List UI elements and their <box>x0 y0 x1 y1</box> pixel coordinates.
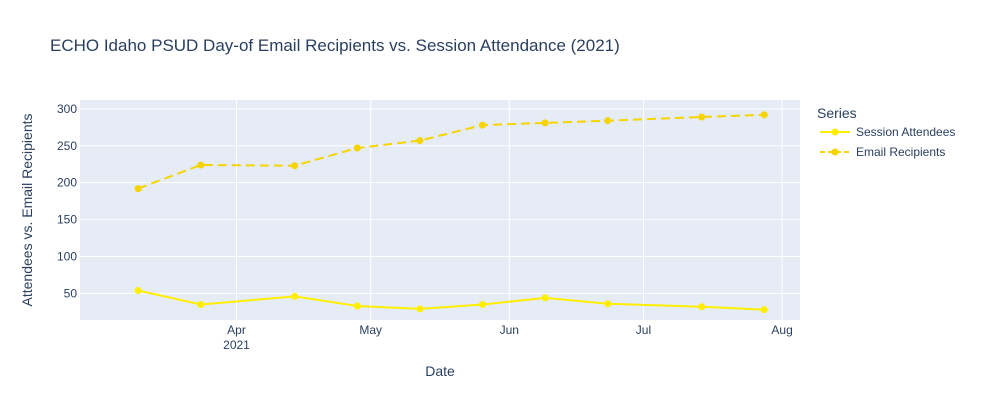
data-point <box>353 144 361 152</box>
data-point <box>353 302 361 310</box>
data-point <box>541 119 549 127</box>
series-0 <box>134 286 768 314</box>
data-point <box>197 300 205 308</box>
legend-label: Email Recipients <box>856 145 945 159</box>
series-layer <box>134 111 768 314</box>
data-point <box>478 300 486 308</box>
y-tick-label: 300 <box>57 102 77 116</box>
y-tick-label: 250 <box>57 139 77 153</box>
plot-background <box>80 100 800 320</box>
data-point <box>416 137 424 145</box>
series-line <box>137 113 765 190</box>
y-axis-ticks: 50 100 150 200 250 300 <box>57 102 77 301</box>
legend-swatch-marker <box>831 148 839 156</box>
data-point <box>698 113 706 121</box>
data-point <box>478 121 486 129</box>
x-tick-label: May <box>359 323 382 337</box>
series-line <box>137 289 765 311</box>
data-point <box>291 162 299 170</box>
data-point <box>698 303 706 311</box>
data-point <box>604 117 612 125</box>
data-point <box>541 294 549 302</box>
legend-title: Series <box>817 105 857 121</box>
chart-title: ECHO Idaho PSUD Day-of Email Recipients … <box>50 36 620 55</box>
data-point <box>134 286 142 294</box>
data-point <box>760 306 768 314</box>
data-point <box>291 292 299 300</box>
legend-item[interactable]: Session Attendees <box>820 125 955 139</box>
x-tick-label: Jul <box>636 323 651 337</box>
legend-item[interactable]: Email Recipients <box>820 145 945 159</box>
y-tick-label: 150 <box>57 213 77 227</box>
data-point <box>197 161 205 169</box>
x-tick-year-label: 2021 <box>223 338 250 352</box>
legend: Series Session Attendees Email Recipients <box>817 105 955 159</box>
y-tick-label: 200 <box>57 176 77 190</box>
data-point <box>760 111 768 119</box>
data-point <box>134 185 142 193</box>
grid-lines <box>80 100 800 320</box>
y-tick-label: 50 <box>64 286 78 300</box>
x-axis-title: Date <box>425 363 455 379</box>
data-point <box>604 300 612 308</box>
legend-label: Session Attendees <box>856 125 955 139</box>
legend-swatch-marker <box>831 128 839 136</box>
x-tick-label: Apr <box>227 323 246 337</box>
data-point <box>416 305 424 313</box>
y-axis-title: Attendees vs. Email Recipients <box>19 114 35 307</box>
x-tick-label: Jun <box>500 323 519 337</box>
series-1 <box>134 111 768 193</box>
x-tick-label: Aug <box>771 323 792 337</box>
y-tick-label: 100 <box>57 250 77 264</box>
